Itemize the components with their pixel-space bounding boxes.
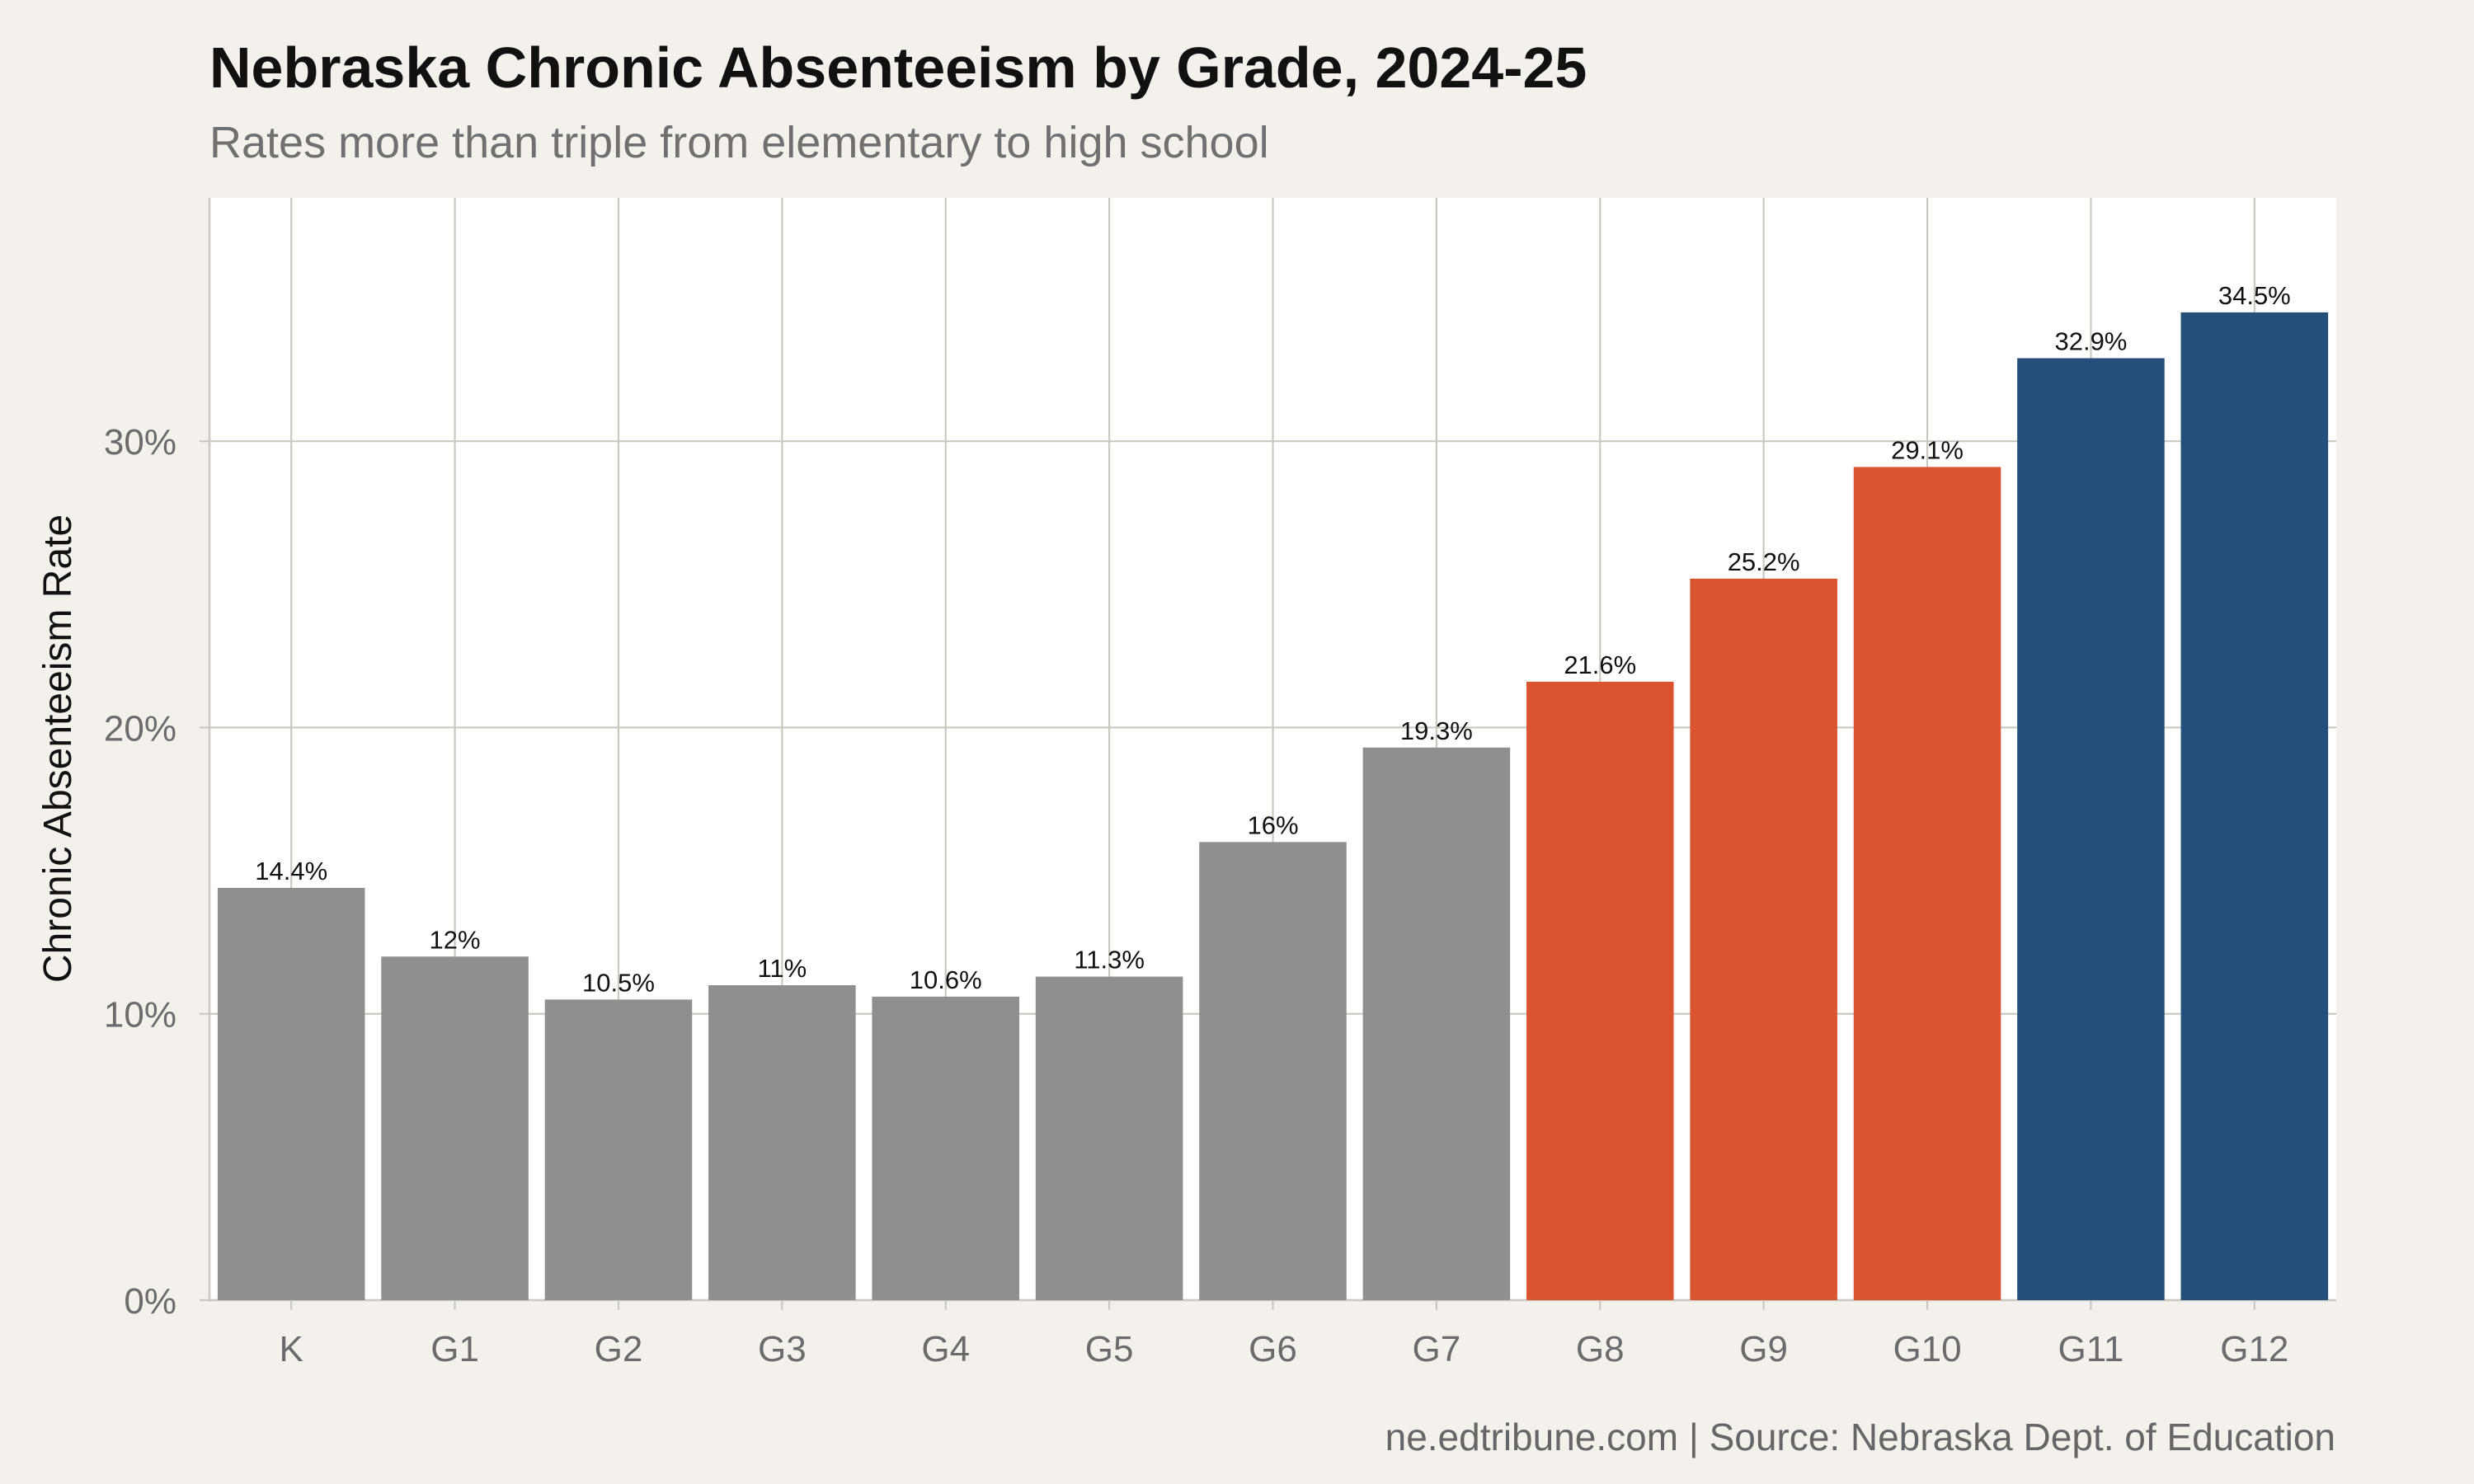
bar-g9 <box>1690 578 1837 1300</box>
bar-g11 <box>2017 358 2165 1301</box>
data-label: 10.6% <box>910 965 982 994</box>
data-label: 19.3% <box>1400 716 1473 745</box>
bar-g8 <box>1526 681 1674 1300</box>
chart-title: Nebraska Chronic Absenteeism by Grade, 2… <box>209 35 1587 100</box>
x-tick-label: G5 <box>1085 1329 1134 1369</box>
chart-subtitle: Rates more than triple from elementary t… <box>209 118 1269 167</box>
bar-k <box>217 887 365 1300</box>
y-tick-label: 0% <box>124 1281 176 1322</box>
y-tick-label: 20% <box>104 708 176 749</box>
data-label: 10.5% <box>582 968 655 997</box>
y-axis-title: Chronic Absenteeism Rate <box>36 514 80 983</box>
bar-g12 <box>2180 312 2329 1301</box>
data-label: 11% <box>757 954 807 983</box>
data-label: 29.1% <box>1891 435 1964 464</box>
data-label: 32.9% <box>2054 326 2127 355</box>
x-tick-label: G11 <box>2058 1329 2124 1369</box>
x-tick-label: G4 <box>921 1329 970 1369</box>
bar-g3 <box>708 985 856 1300</box>
data-label: 25.2% <box>1728 547 1800 576</box>
data-label: 16% <box>1247 810 1298 839</box>
bar-g10 <box>1853 467 2001 1300</box>
bar-g6 <box>1199 842 1347 1300</box>
data-label: 14.4% <box>255 857 327 885</box>
x-tick-label: G3 <box>758 1329 807 1369</box>
data-label: 11.3% <box>1074 946 1145 974</box>
y-axis: 0% 10% 20% 30% <box>104 422 209 1322</box>
data-label: 21.6% <box>1564 650 1636 679</box>
x-tick-label: G9 <box>1739 1329 1788 1369</box>
bar-g1 <box>381 956 529 1300</box>
data-label: 12% <box>430 925 481 954</box>
x-tick-label: G7 <box>1413 1329 1461 1369</box>
bar-g4 <box>872 996 1020 1300</box>
bar-g7 <box>1362 747 1511 1300</box>
bar-g5 <box>1035 976 1183 1300</box>
x-tick-label: G2 <box>595 1329 643 1369</box>
y-tick-label: 10% <box>104 995 176 1036</box>
chart-caption: ne.edtribune.com | Source: Nebraska Dept… <box>1385 1416 2335 1458</box>
data-labels: 14.4% 12% 10.5% 11% 10.6% 11.3% 16% 19.3% 21.6% 2… <box>255 281 2291 997</box>
bars <box>217 312 2329 1301</box>
x-tick-label: G10 <box>1893 1329 1961 1369</box>
x-tick-label: G6 <box>1249 1329 1297 1369</box>
x-tick-label: G8 <box>1576 1329 1625 1369</box>
bar-g2 <box>544 999 693 1300</box>
x-tick-label: G1 <box>430 1329 479 1369</box>
x-tick-label: G12 <box>2220 1329 2288 1369</box>
data-label: 34.5% <box>2218 281 2291 310</box>
x-axis: K G1 G2 G3 G4 G5 G6 G7 G8 G9 G10 G11 G12 <box>280 1300 2288 1369</box>
x-tick-label: K <box>280 1329 303 1369</box>
y-tick-label: 30% <box>104 422 176 463</box>
